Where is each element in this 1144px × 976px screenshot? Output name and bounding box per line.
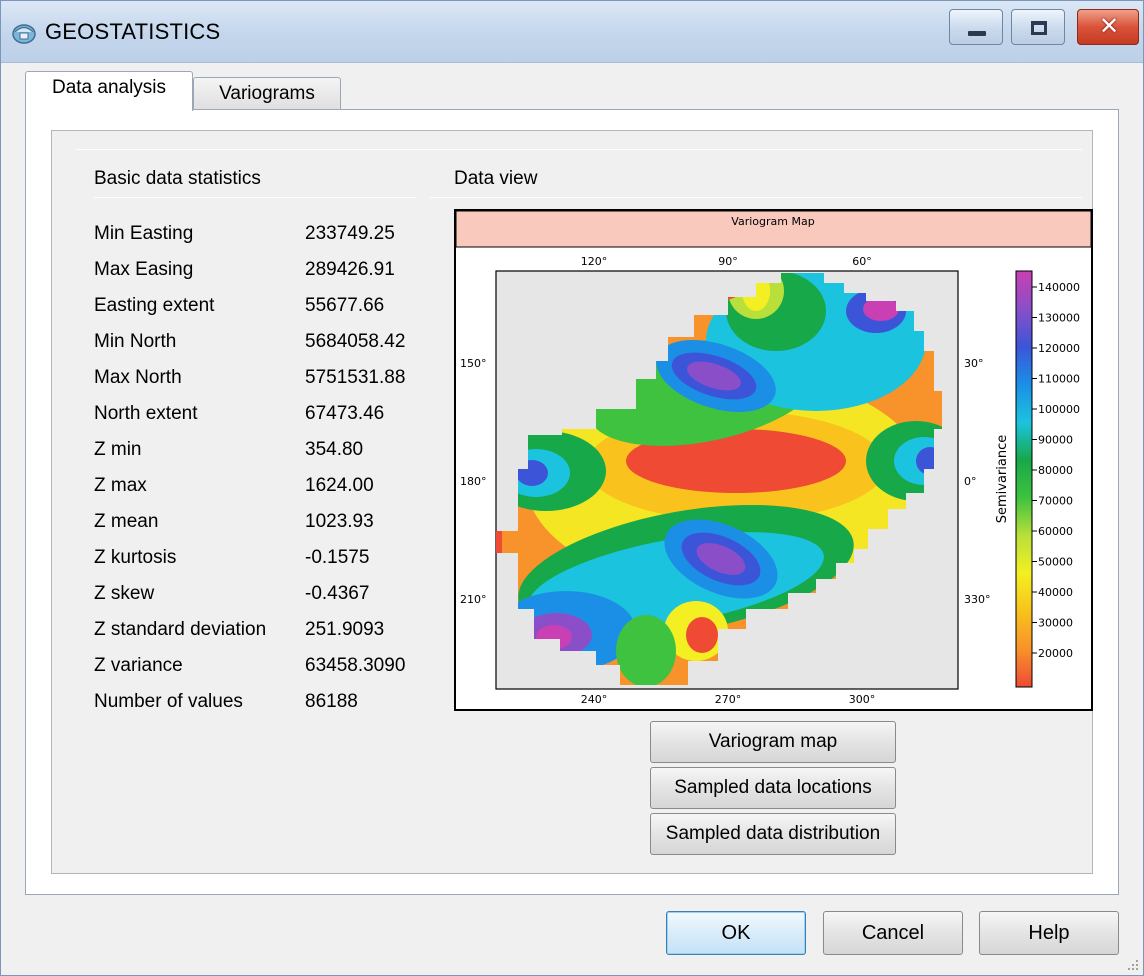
stat-label: Min Easting bbox=[94, 223, 194, 244]
angle-label-right-2: 0° bbox=[964, 475, 977, 488]
stats-heading-separator bbox=[94, 197, 416, 198]
data-view-heading-separator bbox=[430, 197, 1082, 198]
map-title: Variogram Map bbox=[731, 215, 814, 228]
stat-value: 86188 bbox=[305, 691, 358, 712]
stat-value: -0.4367 bbox=[305, 583, 370, 604]
analysis-group-box: Basic data statistics Data view Min East… bbox=[51, 130, 1093, 874]
stat-value: 55677.66 bbox=[305, 295, 385, 316]
globe-app-icon bbox=[12, 24, 36, 44]
stat-value: 233749.25 bbox=[305, 223, 395, 244]
angle-label-right-1: 30° bbox=[964, 357, 984, 370]
angle-labels: 120° 90° 60° 150° 180° 210° 30° 0° 330° … bbox=[460, 255, 991, 706]
colorbar-ticks: 140000 130000 120000 110000 100000 90000 80000… bbox=[1032, 281, 1080, 660]
title-bar[interactable]: GEOSTATISTICS ✕ bbox=[1, 1, 1143, 63]
stat-value: 1624.00 bbox=[305, 475, 374, 496]
colorbar-tick-label: 90000 bbox=[1038, 434, 1073, 447]
stat-label: Z kurtosis bbox=[94, 547, 177, 568]
stat-label: Max Easing bbox=[94, 259, 194, 280]
stat-label: Min North bbox=[94, 331, 177, 352]
variogram-map-view: Variogram Map bbox=[454, 209, 1093, 711]
stat-value: 63458.3090 bbox=[305, 655, 406, 676]
resize-grip-icon[interactable] bbox=[1126, 958, 1140, 972]
data-view-heading: Data view bbox=[454, 168, 538, 189]
stat-value: 251.9093 bbox=[305, 619, 385, 640]
sampled-data-distribution-button[interactable]: Sampled data distribution bbox=[650, 813, 896, 855]
stat-value: -0.1575 bbox=[305, 547, 370, 568]
colorbar bbox=[1015, 270, 1033, 688]
stat-label: Number of values bbox=[94, 691, 243, 712]
stat-value: 5751531.88 bbox=[305, 367, 406, 388]
window-title: GEOSTATISTICS bbox=[45, 19, 221, 44]
stat-value: 289426.91 bbox=[305, 259, 395, 280]
tab-variograms[interactable]: Variograms bbox=[193, 77, 341, 111]
stat-label: Easting extent bbox=[94, 295, 215, 316]
angle-label-bottom-1: 240° bbox=[581, 693, 608, 706]
help-button[interactable]: Help bbox=[979, 911, 1119, 955]
colorbar-tick-label: 100000 bbox=[1038, 403, 1080, 416]
angle-label-left-1: 150° bbox=[460, 357, 487, 370]
colorbar-tick-label: 140000 bbox=[1038, 281, 1080, 294]
colorbar-tick-label: 130000 bbox=[1038, 312, 1080, 325]
close-icon: ✕ bbox=[1098, 13, 1120, 40]
colorbar-tick-label: 70000 bbox=[1038, 495, 1073, 508]
angle-label-top-2: 90° bbox=[718, 255, 738, 268]
colorbar-tick-label: 30000 bbox=[1038, 617, 1073, 630]
map-title-band bbox=[455, 210, 1092, 248]
sampled-data-locations-button[interactable]: Sampled data locations bbox=[650, 767, 896, 809]
variogram-map-chart: Variogram Map bbox=[455, 210, 1092, 706]
stat-label: Z max bbox=[94, 475, 147, 496]
angle-label-left-2: 180° bbox=[460, 475, 487, 488]
stat-label: Z min bbox=[94, 439, 142, 460]
stat-label: Z mean bbox=[94, 511, 159, 532]
angle-label-top-1: 120° bbox=[581, 255, 608, 268]
cancel-button[interactable]: Cancel bbox=[823, 911, 963, 955]
close-button[interactable]: ✕ bbox=[1077, 9, 1139, 45]
stat-label: Z variance bbox=[94, 655, 183, 676]
top-separator bbox=[76, 149, 1082, 150]
colorbar-tick-label: 80000 bbox=[1038, 464, 1073, 477]
colorbar-tick-label: 50000 bbox=[1038, 556, 1073, 569]
colorbar-tick-label: 110000 bbox=[1038, 373, 1080, 386]
angle-label-left-3: 210° bbox=[460, 593, 487, 606]
stat-label: Z skew bbox=[94, 583, 155, 604]
variogram-map-button[interactable]: Variogram map bbox=[650, 721, 896, 763]
angle-label-right-3: 330° bbox=[964, 593, 991, 606]
data-analysis-panel: Basic data statistics Data view Min East… bbox=[25, 109, 1119, 895]
minimize-icon bbox=[968, 31, 986, 36]
colorbar-tick-label: 60000 bbox=[1038, 525, 1073, 538]
stat-value: 354.80 bbox=[305, 439, 364, 460]
stat-label: Max North bbox=[94, 367, 182, 388]
colorbar-tick-label: 40000 bbox=[1038, 586, 1073, 599]
maximize-button[interactable] bbox=[1011, 9, 1065, 45]
stat-value: 1023.93 bbox=[305, 511, 374, 532]
stat-label: Z standard deviation bbox=[94, 619, 267, 640]
angle-label-top-3: 60° bbox=[852, 255, 872, 268]
minimize-button[interactable] bbox=[949, 9, 1003, 45]
colorbar-label: Semivariance bbox=[995, 435, 1010, 524]
colorbar-tick-label: 20000 bbox=[1038, 647, 1073, 660]
ok-button[interactable]: OK bbox=[666, 911, 806, 955]
stats-heading: Basic data statistics bbox=[94, 168, 261, 189]
stat-value: 5684058.42 bbox=[305, 331, 406, 352]
maximize-icon bbox=[1031, 21, 1047, 35]
angle-label-bottom-2: 270° bbox=[715, 693, 742, 706]
tab-data-analysis[interactable]: Data analysis bbox=[25, 71, 193, 111]
stat-value: 67473.46 bbox=[305, 403, 385, 424]
angle-label-bottom-3: 300° bbox=[849, 693, 876, 706]
colorbar-tick-label: 120000 bbox=[1038, 342, 1080, 355]
stat-label: North extent bbox=[94, 403, 198, 424]
